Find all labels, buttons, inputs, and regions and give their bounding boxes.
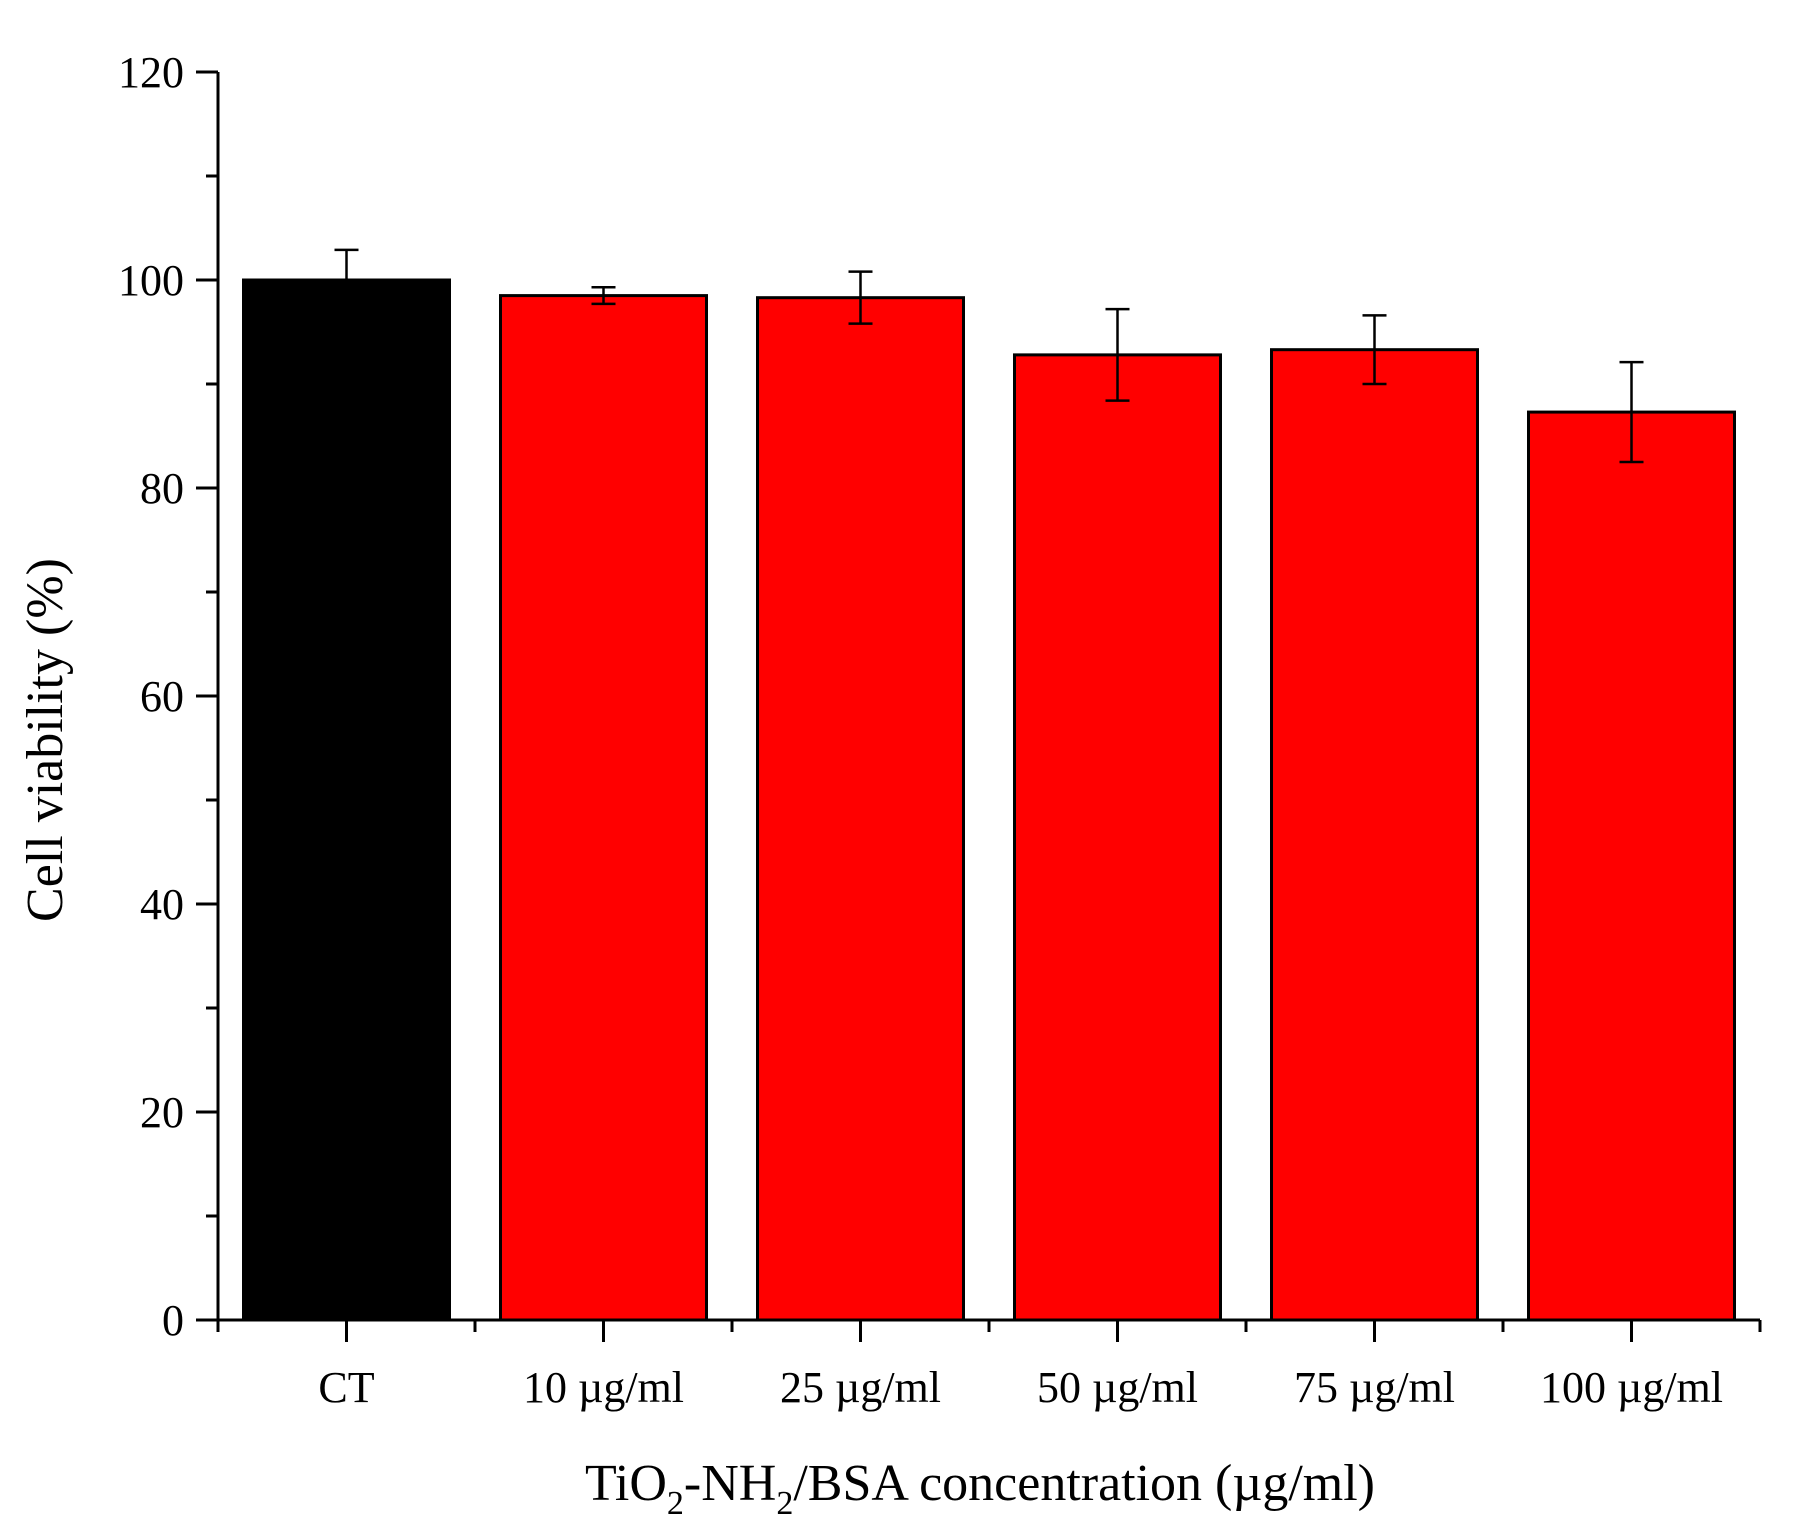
bar (1270, 348, 1479, 1322)
bar (1013, 353, 1222, 1322)
y-tick-label: 120 (118, 48, 184, 97)
x-tick-label: 25 µg/ml (780, 1363, 941, 1412)
y-axis-title: Cell viability (%) (17, 558, 74, 922)
x-tick-label: CT (318, 1363, 374, 1412)
x-tick-label: 100 µg/ml (1540, 1363, 1723, 1412)
y-tick-label: 0 (162, 1296, 184, 1345)
bars (242, 278, 1736, 1322)
x-tick-label: 50 µg/ml (1037, 1363, 1198, 1412)
x-tick-label: 75 µg/ml (1294, 1363, 1455, 1412)
y-tick-label: 80 (140, 464, 184, 513)
bar (756, 296, 965, 1322)
y-axis: 0 20 40 60 80 100 120 (118, 48, 220, 1345)
bar (242, 278, 451, 1322)
bar (499, 294, 708, 1322)
y-tick-label: 20 (140, 1088, 184, 1137)
bar (1527, 410, 1736, 1322)
y-tick-label: 60 (140, 672, 184, 721)
error-bars (334, 248, 1644, 464)
y-tick-label: 40 (140, 880, 184, 929)
x-axis-title: TiO2-NH2/BSA concentration (µg/ml) (585, 1455, 1375, 1522)
x-tick-label: 10 µg/ml (523, 1363, 684, 1412)
y-tick-label: 100 (118, 256, 184, 305)
x-axis: CT 10 µg/ml 25 µg/ml 50 µg/ml 75 µg/ml 100 µg… (216, 1318, 1762, 1412)
